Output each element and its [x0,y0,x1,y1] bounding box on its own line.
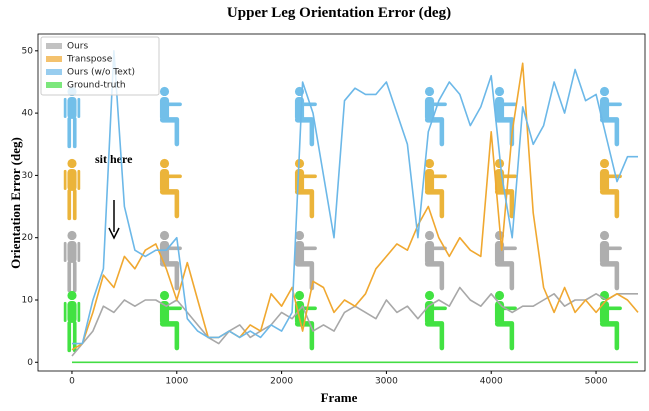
legend-label: Ours [67,42,88,52]
annotation: sit here [95,152,133,166]
x-tick-label: 1000 [165,377,188,387]
legend-label: Ground-truth [67,81,126,91]
chart-title: Upper Leg Orientation Error (deg) [227,5,451,21]
pose-figure [425,291,447,350]
pose-figure [600,231,622,290]
pose-figure [495,291,517,350]
pose-figure [495,231,517,290]
pose-figure [160,291,182,350]
x-axis-label: Frame [321,390,358,405]
line-series [72,288,638,357]
pose-figure [64,159,80,220]
pose-figure [295,291,317,350]
pose-figure [64,87,80,148]
pose-figure [600,159,622,218]
pose-figure [425,159,447,218]
legend-label: Ours (w/o Text) [67,68,135,78]
x-tick-label: 5000 [585,377,608,387]
legend-swatch [46,69,62,75]
y-tick-label: 50 [22,46,34,56]
x-tick-label: 3000 [375,377,398,387]
y-tick-label: 10 [22,295,34,305]
x-tick-label: 2000 [270,377,293,387]
legend-swatch [46,82,62,88]
x-tick-label: 4000 [480,377,503,387]
pose-figure [64,231,80,292]
x-tick-label: 0 [69,377,75,387]
pose-figure [600,291,622,350]
legend-swatch [46,43,62,49]
line-series [72,63,638,350]
y-tick-label: 0 [27,358,33,368]
pose-figure [160,159,182,218]
legend-label: Transpose [66,55,113,65]
pose-figure [160,87,182,146]
y-tick-label: 20 [22,233,34,243]
annotation-arrow [109,200,119,238]
y-axis-label: Orientation Error (deg) [8,137,23,269]
y-tick-label: 30 [22,171,34,181]
legend-swatch [46,56,62,62]
y-tick-label: 40 [22,109,34,119]
chart: Upper Leg Orientation Error (deg) Frame … [0,0,649,411]
pose-figure [600,87,622,146]
pose-figure [425,231,447,290]
